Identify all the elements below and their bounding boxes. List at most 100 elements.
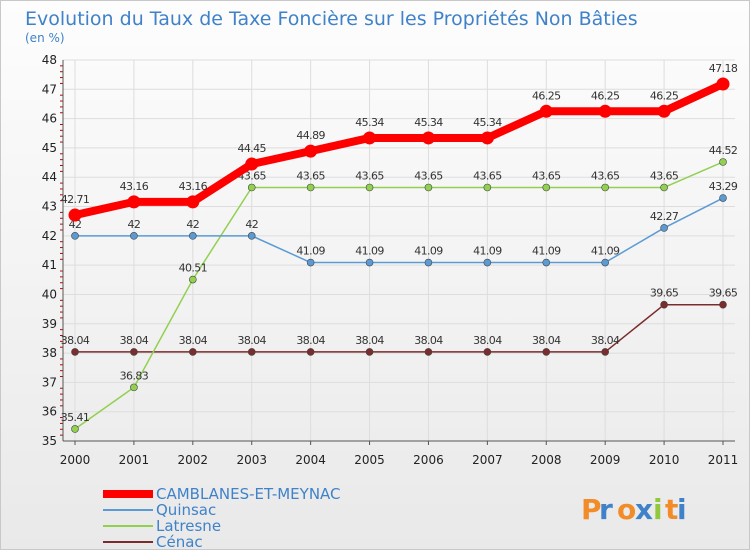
- data-point: [483, 348, 492, 356]
- logo-letter: r: [599, 493, 614, 526]
- data-point: [306, 183, 315, 192]
- logo-letter: x: [635, 493, 654, 526]
- y-tick-label: 41: [42, 258, 57, 272]
- data-point: [424, 258, 433, 267]
- data-label: 42.71: [61, 193, 90, 206]
- data-label: 45.34: [355, 116, 384, 129]
- data-point: [130, 383, 138, 392]
- y-tick-label: 38: [42, 346, 57, 360]
- data-label: 42: [186, 218, 199, 231]
- data-point: [71, 348, 79, 356]
- x-tick-label: 2009: [590, 453, 621, 467]
- data-label: 41.09: [414, 245, 443, 258]
- data-point: [130, 232, 138, 240]
- data-point: [719, 300, 727, 309]
- x-tick-label: 2003: [236, 453, 267, 467]
- data-point: [245, 157, 259, 171]
- y-tick-label: 42: [42, 229, 57, 243]
- data-point: [598, 104, 612, 118]
- data-point: [660, 224, 668, 232]
- data-point: [542, 183, 551, 192]
- y-tick-label: 36: [42, 405, 57, 419]
- data-label: 41.09: [473, 245, 502, 258]
- x-tick-label: 2004: [295, 453, 326, 467]
- plot-area: [63, 60, 735, 441]
- legend-label: Quinsac: [156, 501, 216, 519]
- data-label: 45.34: [473, 116, 502, 129]
- x-tick-label: 2005: [354, 453, 385, 467]
- series-latresne: 35.41 36.83 40.51 43.65 43.65 43.65 43.65 43.65…: [61, 144, 738, 433]
- data-point: [189, 348, 197, 356]
- data-point: [480, 131, 494, 145]
- data-point: [189, 232, 197, 240]
- data-label: 46.25: [591, 89, 620, 102]
- data-label: 41.09: [355, 245, 384, 258]
- data-label: 46.25: [650, 89, 679, 102]
- data-label: 42: [245, 218, 258, 231]
- data-label: 40.51: [179, 262, 208, 275]
- data-label: 38.04: [414, 334, 443, 347]
- data-point: [539, 104, 553, 118]
- y-tick-label: 39: [42, 317, 57, 331]
- data-label: 38.04: [120, 334, 149, 347]
- series-c-nac: 38.04 38.04 38.04 38.04 38.04 38.04 38.04 38.04…: [61, 287, 738, 356]
- series-line: [74, 197, 724, 264]
- data-label: 45.34: [414, 116, 443, 129]
- data-label: 41.09: [591, 245, 620, 258]
- data-point: [542, 348, 551, 356]
- data-point: [247, 183, 256, 192]
- data-point: [424, 348, 433, 356]
- data-point: [363, 131, 377, 145]
- data-point: [189, 275, 197, 284]
- data-point: [71, 232, 79, 240]
- y-tick-label: 48: [42, 53, 57, 67]
- data-point: [483, 258, 492, 267]
- y-tick-label: 46: [42, 112, 57, 126]
- data-label: 43.65: [473, 169, 502, 182]
- series-quinsac: 42 42 42 42 41.09 41.09 41.09 41.09 41.09 41.09 42…: [69, 180, 738, 267]
- data-point: [68, 208, 82, 222]
- data-point: [601, 348, 609, 356]
- data-point: [71, 425, 79, 433]
- series-line: [74, 161, 724, 430]
- data-label: 43.29: [709, 180, 738, 193]
- series-line: [71, 80, 727, 220]
- data-label: 38.04: [237, 334, 266, 347]
- data-point: [483, 183, 492, 192]
- x-tick-label: 2011: [708, 453, 739, 467]
- data-point: [304, 144, 318, 158]
- legend-label: Cénac: [156, 533, 203, 549]
- x-tick-label: 2000: [60, 453, 91, 467]
- data-point: [421, 131, 435, 145]
- data-label: 42.27: [650, 210, 679, 223]
- data-point: [719, 158, 727, 166]
- data-label: 38.04: [179, 334, 208, 347]
- data-point: [601, 183, 609, 192]
- data-label: 44.89: [296, 129, 325, 142]
- data-point: [130, 348, 138, 356]
- data-label: 43.65: [414, 169, 443, 182]
- logo-letter: o: [617, 493, 637, 526]
- y-tick-label: 35: [42, 434, 57, 448]
- data-point: [306, 258, 315, 267]
- data-label: 43.16: [179, 180, 208, 193]
- data-point: [424, 183, 433, 192]
- x-tick-label: 2002: [178, 453, 209, 467]
- y-tick-label: 40: [42, 287, 57, 301]
- series-layer: 38.04 38.04 38.04 38.04 38.04 38.04 38.04 38.04…: [61, 62, 738, 433]
- y-tick-label: 45: [42, 141, 57, 155]
- data-point: [127, 195, 141, 209]
- data-label: 35.41: [61, 411, 90, 424]
- data-label: 44.52: [709, 144, 738, 157]
- data-label: 38.04: [532, 334, 561, 347]
- data-label: 36.83: [120, 369, 149, 382]
- data-label: 43.65: [355, 169, 384, 182]
- data-label: 43.65: [591, 169, 620, 182]
- legend-label: CAMBLANES-ET-MEYNAC: [156, 485, 341, 503]
- data-label: 41.09: [532, 245, 561, 258]
- data-label: 38.04: [61, 334, 90, 347]
- data-label: 38.04: [591, 334, 620, 347]
- data-point: [247, 348, 256, 356]
